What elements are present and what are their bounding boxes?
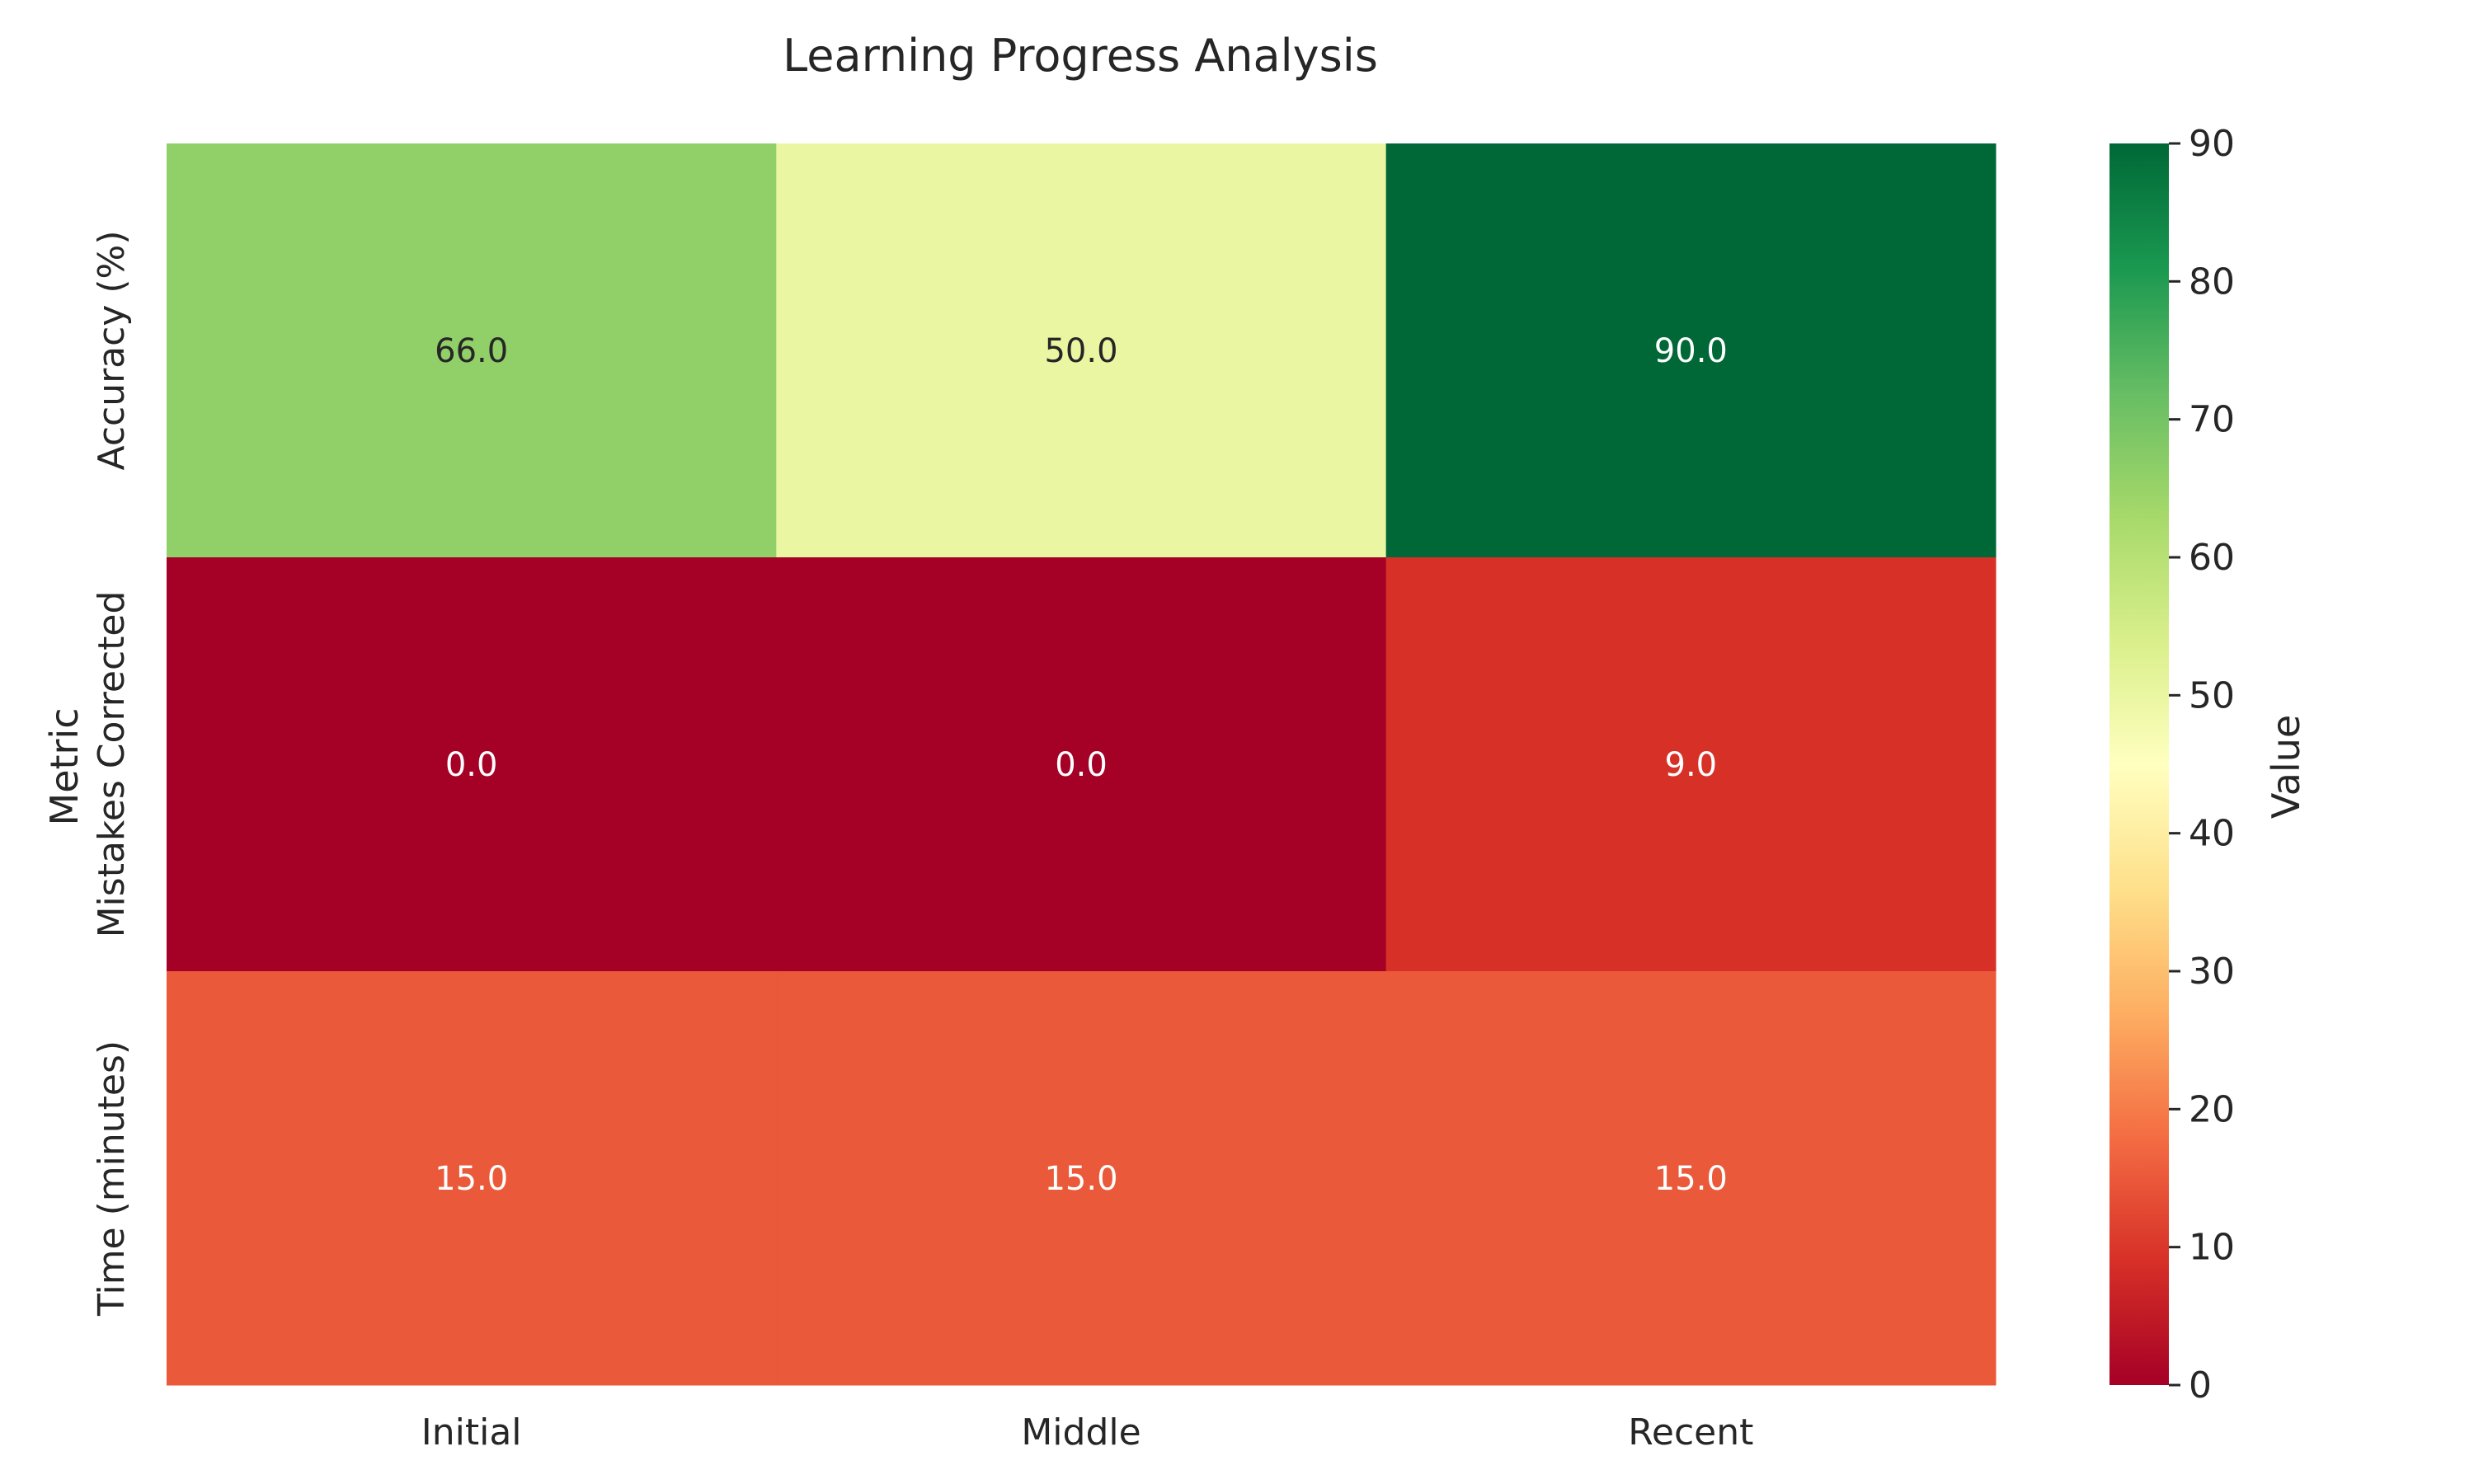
- y-tick-label: Time (minutes): [91, 1040, 133, 1317]
- colorbar-label: Value: [2264, 715, 2308, 819]
- cell-value-label: 50.0: [1044, 332, 1117, 370]
- heatmap-cell: [1385, 143, 1997, 558]
- cell-value-label: 15.0: [1654, 1160, 1728, 1198]
- colorbar-tick-label: 40: [2189, 813, 2235, 855]
- cell-value-label: 66.0: [435, 332, 508, 370]
- colorbar-tick-label: 50: [2189, 674, 2235, 716]
- colorbar-tick-label: 70: [2189, 399, 2235, 441]
- colorbar-tick-label: 30: [2189, 951, 2235, 993]
- colorbar-tick-label: 20: [2189, 1088, 2235, 1130]
- chart-title: Learning Progress Analysis: [783, 30, 1378, 82]
- cell-value-label: 90.0: [1654, 332, 1728, 370]
- heatmap-cell: [167, 557, 777, 972]
- colorbar-tick-label: 90: [2189, 123, 2235, 165]
- colorbar-tick-label: 60: [2189, 537, 2235, 579]
- x-tick-label: Middle: [1021, 1411, 1141, 1453]
- heatmap-cell: [1385, 971, 1997, 1386]
- x-tick-label: Recent: [1628, 1411, 1753, 1453]
- cell-value-label: 15.0: [1044, 1160, 1117, 1198]
- cell-value-label: 0.0: [445, 746, 498, 784]
- y-tick-labels: Accuracy (%) Mistakes Corrected Time (minu…: [91, 230, 133, 1317]
- x-tick-labels: Initial Middle Recent: [421, 1411, 1754, 1453]
- cell-value-label: 0.0: [1055, 746, 1108, 784]
- heatmap-cells: 66.0 50.0 90.0 0.0 0.0 9.0 15.0 15.0 15.0: [167, 143, 1997, 1386]
- colorbar-tick-label: 0: [2189, 1364, 2212, 1407]
- cell-value-label: 15.0: [435, 1160, 508, 1198]
- y-axis-label: Metric: [42, 707, 87, 825]
- heatmap-cell: [167, 143, 777, 558]
- heatmap-cell: [776, 971, 1387, 1386]
- heatmap-cell: [167, 971, 777, 1386]
- colorbar-tick-label: 80: [2189, 261, 2235, 303]
- colorbar-tick-label: 10: [2189, 1227, 2235, 1269]
- cell-value-label: 9.0: [1665, 746, 1718, 784]
- heatmap-cell: [1385, 557, 1997, 972]
- colorbar-ticks: 0 10 20 30 40 50 60 70 80 90: [2169, 123, 2235, 1407]
- heatmap-cell: [776, 143, 1387, 558]
- y-tick-label: Mistakes Corrected: [91, 591, 133, 938]
- x-tick-label: Initial: [421, 1411, 522, 1453]
- colorbar: [2109, 143, 2169, 1385]
- heatmap-cell: [776, 557, 1387, 972]
- y-tick-label: Accuracy (%): [91, 230, 133, 470]
